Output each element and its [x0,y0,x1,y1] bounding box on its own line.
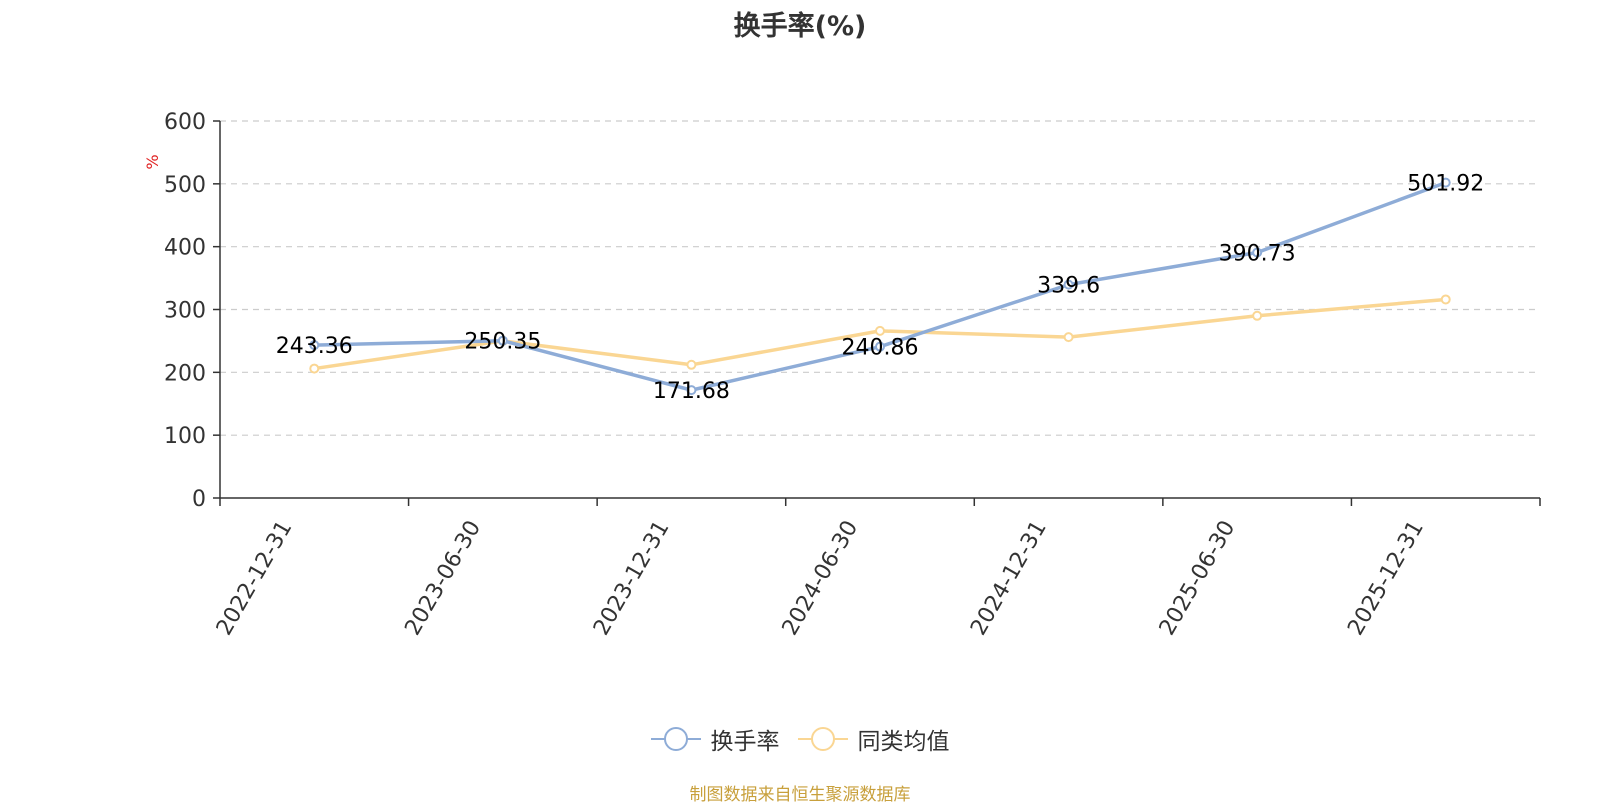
y-tick-label: 400 [164,236,206,261]
y-tick-label: 0 [192,487,206,512]
data-point [1252,310,1263,321]
legend-line-circle-icon [797,727,848,751]
chart-title: 换手率(%) [733,11,867,42]
data-point [1063,279,1074,290]
data-point [309,363,320,374]
y-tick-label: 500 [164,173,206,198]
source-note: 制图数据来自恒生聚源数据库 [689,785,911,805]
data-label: 501.92 [1407,172,1484,197]
data-label: 250.35 [464,330,541,355]
data-label: 243.36 [276,334,353,359]
data-point [1252,247,1263,258]
data-point [1440,177,1451,188]
data-labels: 243.36 250.35 171.68 240.86 339.6 390.73 501.9… [276,172,1484,405]
x-tick-label: 2023-12-31 [589,517,675,640]
data-label: 240.86 [842,336,919,361]
y-tick-label: 100 [164,424,206,449]
x-tick-label: 2022-12-31 [212,517,298,640]
legend-label: 换手率 [710,729,780,755]
data-label: 171.68 [653,379,730,404]
x-tick-label: 2024-12-31 [966,517,1052,640]
data-point [309,340,320,351]
legend-label: 同类均值 [857,729,950,755]
y-tick-label: 300 [164,299,206,324]
y-tick-label: 200 [164,361,206,386]
legend: 换手率 同类均值 [0,722,1600,756]
data-point [1440,294,1451,305]
x-tick-label: 2023-06-30 [400,517,486,640]
legend-item-peer-average[interactable]: 同类均值 [797,722,950,756]
y-axis-unit-label: % [143,154,162,169]
data-point [686,359,697,370]
y-tick-label: 600 [164,110,206,135]
axes: 0 100 200 300 400 500 600 2022-12-31 2023-06-30 2… [164,110,1541,640]
x-tick-label: 2024-06-30 [778,517,864,640]
data-label: 339.6 [1037,274,1100,299]
x-tick-label: 2025-12-31 [1343,517,1429,640]
x-tick-label: 2025-06-30 [1155,517,1241,640]
data-label: 390.73 [1219,241,1296,266]
data-point [875,341,885,352]
legend-item-turnover[interactable]: 换手率 [650,722,780,756]
data-point [686,385,697,396]
data-point [497,335,508,346]
series-lines [309,177,1451,396]
grid-lines [220,120,1540,436]
data-point [875,325,885,336]
data-point [1063,332,1074,343]
legend-line-circle-icon [650,727,701,751]
